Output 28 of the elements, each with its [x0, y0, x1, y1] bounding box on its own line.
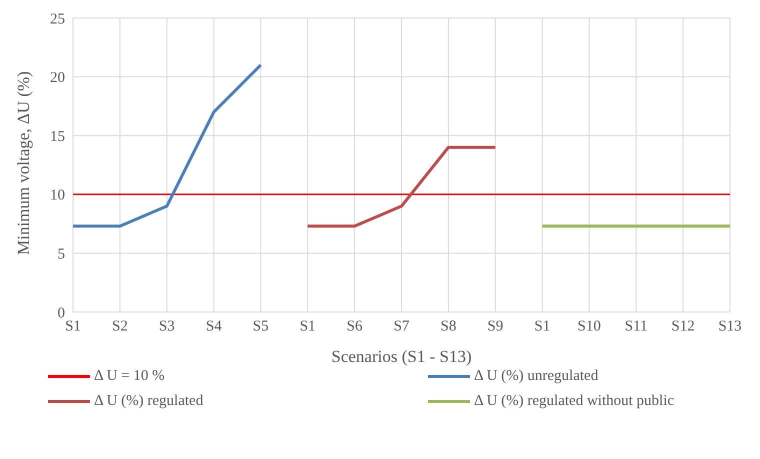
x-tick-label: S5 [252, 318, 269, 335]
legend-label: Δ U (%) regulated [94, 393, 204, 410]
x-tick-label: S1 [300, 318, 316, 335]
x-tick-label: S2 [112, 318, 128, 335]
x-tick-label: S7 [394, 318, 410, 335]
legend-label: Δ U (%) regulated without public [474, 393, 674, 410]
x-axis-title: Scenarios (S1 - S13) [331, 347, 472, 366]
x-tick-label: S3 [158, 318, 175, 335]
y-tick-label: 15 [50, 128, 65, 145]
x-tick-label: S12 [671, 318, 695, 335]
y-tick-label: 0 [58, 305, 65, 322]
x-tick-label: S13 [718, 318, 742, 335]
x-tick-label: S9 [487, 318, 504, 335]
x-tick-label: S1 [65, 318, 81, 335]
line-series [73, 64, 262, 228]
x-tick-label: S6 [346, 318, 363, 335]
legend-label: Δ U (%) unregulated [474, 368, 598, 385]
x-tick-label: S8 [440, 318, 456, 335]
y-tick-label: 25 [50, 11, 65, 28]
y-axis-title: Minimum voltage, ΔU (%) [14, 71, 34, 255]
x-tick-label: S4 [206, 318, 222, 335]
x-tick-label: S10 [578, 318, 601, 335]
legend-label: Δ U = 10 % [94, 368, 165, 385]
y-tick-label: 10 [50, 188, 65, 204]
y-tick-label: 20 [50, 70, 65, 86]
x-tick-label: S1 [534, 318, 550, 335]
x-tick-label: S11 [624, 318, 648, 335]
y-tick-label: 5 [58, 246, 65, 263]
